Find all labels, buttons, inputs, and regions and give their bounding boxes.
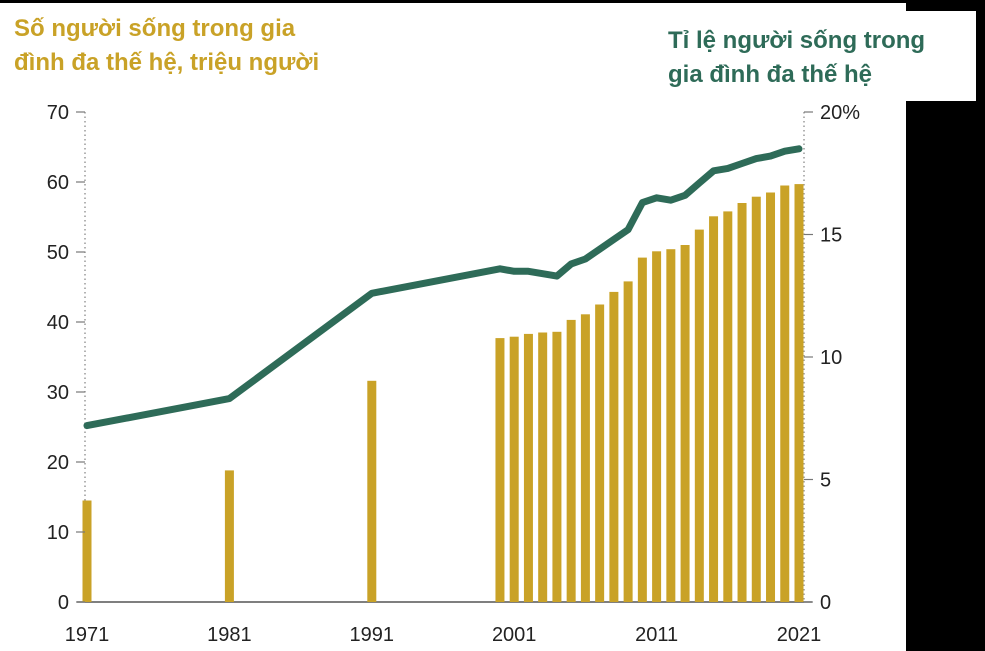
bar-2006	[580, 314, 590, 602]
right-axis-tick-label: 10	[820, 347, 842, 369]
bar-2019	[766, 192, 776, 602]
left-axis-tick-label: 70	[47, 102, 69, 124]
bar-2009	[623, 281, 633, 602]
bar-2002	[523, 333, 533, 602]
left-axis-tick-label: 50	[47, 242, 69, 264]
right-axis-title-line-2: gia đình đa thế hệ	[668, 61, 873, 88]
left-axis-title: Số người sống trong gia đình đa thế hệ, …	[14, 12, 394, 80]
share-line	[83, 145, 803, 430]
left-axis-title-line-1: Số người sống trong gia	[14, 15, 296, 42]
bar-2008	[609, 291, 619, 602]
x-axis-tick-label: 2001	[492, 624, 537, 646]
right-axis-tick-label: 0	[820, 592, 831, 614]
right-axis-title: Tỉ lệ người sống trong gia đình đa thế h…	[668, 24, 968, 92]
bar-2020	[780, 185, 790, 602]
bar-2013	[680, 245, 690, 602]
bar-2004	[552, 331, 562, 602]
x-axis-tick-label: 1981	[207, 624, 252, 646]
x-axis-tick-label: 1971	[65, 624, 110, 646]
bar-2018	[751, 196, 761, 602]
left-axis-tick-label: 30	[47, 382, 69, 404]
left-axis-tick-label: 60	[47, 172, 69, 194]
bar-2001	[509, 336, 519, 602]
bar-2017	[737, 203, 747, 602]
x-axis-tick-label: 2011	[635, 624, 678, 646]
left-axis-tick-label: 0	[58, 592, 69, 614]
bar-2014	[694, 229, 704, 602]
bar-2010	[637, 257, 647, 602]
bar-2021	[794, 184, 804, 602]
bar-2015	[709, 216, 719, 603]
bar-2005	[566, 319, 576, 602]
right-axis-tick-label: 15	[820, 225, 842, 247]
ticks-layer: 0 10 20 30 40 50 60 70 0 5 10 15 20% 1971 1981 1991 2001…	[47, 102, 860, 646]
bar-2003	[538, 332, 548, 602]
line-layer	[83, 145, 803, 430]
x-axis-tick-label: 2021	[777, 624, 822, 646]
right-axis-tick-label: 5	[820, 470, 831, 492]
left-axis-tick-label: 20	[47, 452, 69, 474]
left-axis-tick-label: 10	[47, 522, 69, 544]
bar-1971	[82, 500, 92, 602]
bar-1981	[224, 470, 234, 602]
x-axis-tick-label: 1991	[350, 624, 395, 646]
bar-2016	[723, 211, 733, 602]
bar-2000	[495, 338, 505, 602]
left-axis-tick-label: 40	[47, 312, 69, 334]
bar-1991	[367, 380, 377, 602]
bar-2011	[652, 251, 662, 603]
right-axis-tick-label: 20%	[820, 102, 860, 124]
bar-2007	[595, 304, 605, 602]
left-axis-title-line-2: đình đa thế hệ, triệu người	[14, 49, 320, 76]
right-axis-title-line-1: Tỉ lệ người sống trong	[668, 27, 926, 54]
bar-2012	[666, 249, 676, 602]
bars-layer	[82, 184, 804, 603]
right-title-panel	[906, 11, 976, 101]
